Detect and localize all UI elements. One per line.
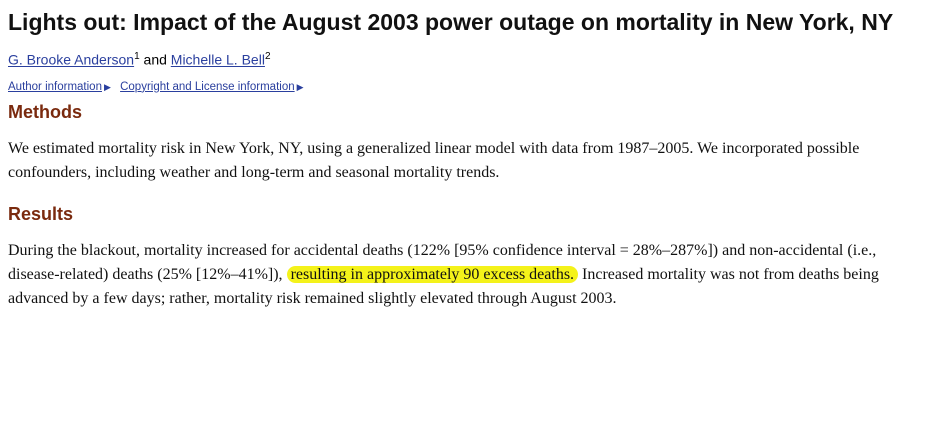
results-text-after: Increased mortality was not from deaths …	[8, 265, 879, 307]
authors-join: and	[139, 51, 171, 68]
article-meta-links: Author information ▶ Copyright and Licens…	[8, 81, 912, 93]
triangle-right-icon[interactable]: ▶	[296, 81, 304, 92]
article-title: Lights out: Impact of the August 2003 po…	[8, 9, 894, 35]
author-list: G. Brooke Anderson1 and Michelle L. Bell…	[8, 48, 912, 69]
results-heading: Results	[8, 203, 74, 224]
results-text-before: During the blackout, mortality increased…	[8, 241, 877, 283]
copyright-license-link[interactable]: Copyright and License information	[120, 80, 295, 93]
triangle-right-icon[interactable]: ▶	[103, 81, 111, 92]
methods-heading: Methods	[8, 101, 82, 122]
results-text: During the blackout, mortality increased…	[8, 239, 912, 311]
author-affiliation-1: 1	[134, 51, 140, 62]
author-affiliation-2: 2	[264, 51, 271, 62]
results-highlight: resulting in approximately 90 excess dea…	[286, 265, 579, 283]
author-link-bell[interactable]: Michelle L. Bell	[170, 51, 265, 68]
author-link-anderson[interactable]: G. Brooke Anderson	[8, 51, 135, 68]
author-information-link[interactable]: Author information	[8, 80, 102, 93]
methods-text: We estimated mortality risk in New York,…	[8, 139, 860, 181]
